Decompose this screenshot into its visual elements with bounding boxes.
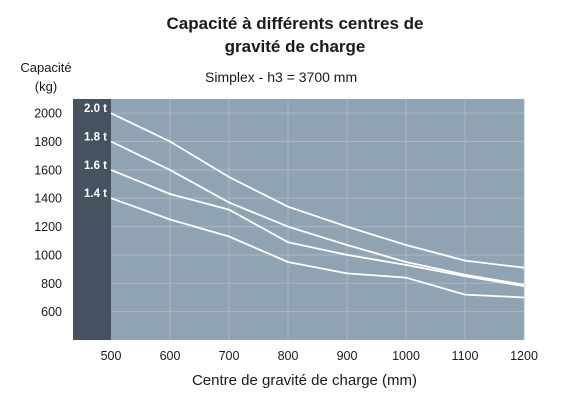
y-tick-label: 1400 <box>34 192 62 206</box>
y-axis-label-line-2: (kg) <box>34 79 58 94</box>
y-tick-label: 2000 <box>34 107 62 121</box>
x-tick-label: 700 <box>219 349 240 363</box>
x-tick-label: 800 <box>278 349 299 363</box>
series-label: 1.4 t <box>84 188 107 200</box>
series-label: 1.6 t <box>84 160 107 172</box>
grid-lines <box>111 99 525 340</box>
series-labels: 2.0 t 1.8 t 1.6 t 1.4 t <box>84 103 107 200</box>
series-line <box>110 197 525 299</box>
x-tick-label: 1000 <box>392 349 420 363</box>
chart-title-line-2: gravité de charge <box>224 37 366 56</box>
chart-title: Capacité à différents centres de gravité… <box>130 12 460 58</box>
series-line <box>110 169 525 287</box>
y-axis-label: Capacité (kg) <box>14 58 78 96</box>
x-tick-label: 1200 <box>510 349 538 363</box>
y-tick-label: 1800 <box>34 135 62 149</box>
x-tick-label: 500 <box>101 349 122 363</box>
x-axis-label: Centre de gravité de charge (mm) <box>191 372 418 389</box>
y-tick-label: 1200 <box>34 220 62 234</box>
series-lines <box>110 112 525 299</box>
series-label-band <box>73 99 111 340</box>
series-line <box>110 112 525 269</box>
y-tick-labels: 2000 1800 1600 1400 1200 1000 800 600 <box>34 107 62 319</box>
x-tick-label: 600 <box>160 349 181 363</box>
x-tick-label: 900 <box>337 349 358 363</box>
y-tick-label: 1600 <box>34 163 62 177</box>
y-tick-label: 800 <box>41 277 62 291</box>
chart-subtitle: Simplex - h3 = 3700 mm <box>205 69 358 85</box>
chart-title-line-1: Capacité à différents centres de <box>166 14 424 33</box>
series-line <box>110 140 525 286</box>
y-tick-label: 1000 <box>34 248 62 262</box>
series-label: 1.8 t <box>84 132 107 144</box>
plot-area <box>73 99 524 340</box>
y-tick-label: 600 <box>41 305 62 319</box>
series-label: 2.0 t <box>84 103 107 115</box>
y-axis-label-line-1: Capacité <box>20 60 72 75</box>
x-tick-label: 1100 <box>452 349 479 363</box>
x-tick-labels: 500 600 700 800 900 1000 1100 1200 <box>101 349 538 363</box>
